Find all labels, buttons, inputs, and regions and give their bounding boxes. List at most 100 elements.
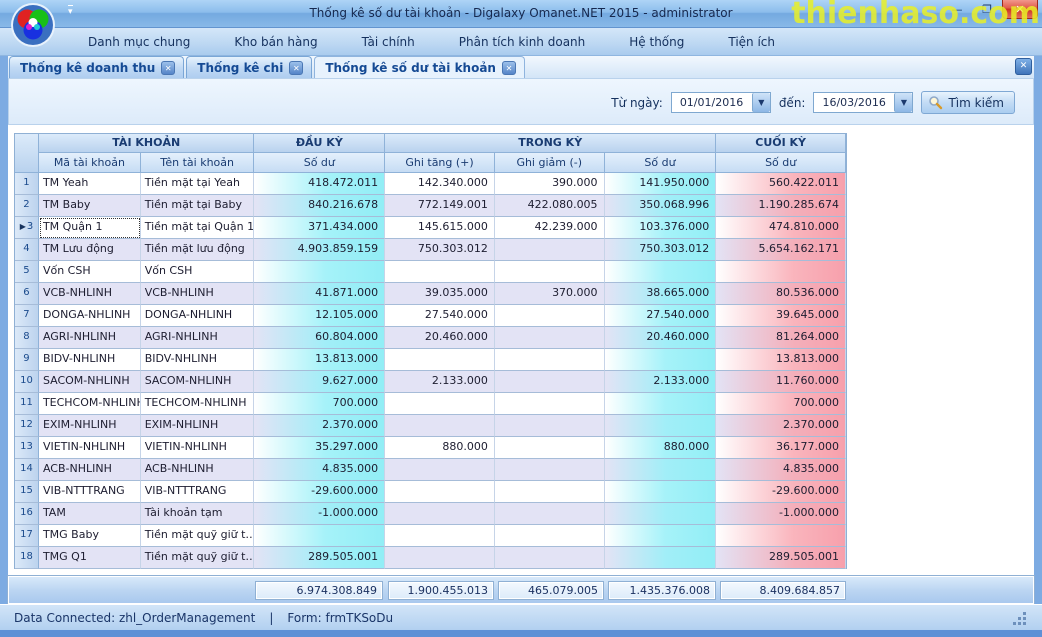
cell-period[interactable]: 350.068.996 [605, 195, 717, 217]
cell-increase[interactable] [385, 393, 495, 415]
cell-code[interactable]: AGRI-NHLINH [39, 327, 141, 349]
cell-period[interactable] [605, 525, 717, 547]
cell-code[interactable]: TM Baby [39, 195, 141, 217]
cell-closing[interactable]: 81.264.000 [716, 327, 846, 349]
cell-increase[interactable]: 772.149.001 [385, 195, 495, 217]
cell-closing[interactable] [716, 525, 846, 547]
cell-period[interactable]: 141.950.000 [605, 173, 717, 195]
cell-code[interactable]: Vốn CSH [39, 261, 141, 283]
cell-closing[interactable]: -29.600.000 [716, 481, 846, 503]
cell-code[interactable]: ACB-NHLINH [39, 459, 141, 481]
cell-increase[interactable] [385, 481, 495, 503]
band-header-closing[interactable]: CUỐI KỲ [716, 134, 846, 153]
cell-opening[interactable]: 289.505.001 [254, 547, 385, 569]
cell-decrease[interactable] [495, 547, 605, 569]
cell-closing[interactable]: 560.422.011 [716, 173, 846, 195]
cell-closing[interactable]: 39.645.000 [716, 305, 846, 327]
cell-opening[interactable]: 41.871.000 [254, 283, 385, 305]
chevron-down-icon[interactable]: ▼ [752, 93, 770, 112]
cell-opening[interactable]: 840.216.678 [254, 195, 385, 217]
cell-num[interactable]: ▶3 [15, 217, 39, 239]
cell-closing[interactable]: 5.654.162.171 [716, 239, 846, 261]
cell-decrease[interactable] [495, 503, 605, 525]
cell-code[interactable]: TAM [39, 503, 141, 525]
cell-name[interactable]: Tiền mặt tại Baby [141, 195, 255, 217]
cell-code[interactable]: TMG Baby [39, 525, 141, 547]
cell-name[interactable]: SACOM-NHLINH [141, 371, 255, 393]
cell-name[interactable]: EXIM-NHLINH [141, 415, 255, 437]
column-header-increase[interactable]: Ghi tăng (+) [385, 153, 495, 173]
close-button[interactable]: ✕ [1002, 0, 1038, 19]
cell-opening[interactable]: 4.835.000 [254, 459, 385, 481]
cell-closing[interactable]: 4.835.000 [716, 459, 846, 481]
menu-item-1[interactable]: Kho bán hàng [234, 35, 317, 49]
cell-increase[interactable]: 20.460.000 [385, 327, 495, 349]
cell-code[interactable]: BIDV-NHLINH [39, 349, 141, 371]
tab-2[interactable]: Thống kê số dư tài khoản✕ [314, 56, 525, 78]
column-header-name[interactable]: Tên tài khoản [141, 153, 255, 173]
cell-increase[interactable] [385, 525, 495, 547]
cell-opening[interactable]: -29.600.000 [254, 481, 385, 503]
cell-name[interactable]: Tiền mặt quỹ giữ t… [141, 547, 255, 569]
cell-closing[interactable]: -1.000.000 [716, 503, 846, 525]
cell-name[interactable]: Tiền mặt tại Quận 1 [141, 217, 255, 239]
cell-period[interactable]: 2.133.000 [605, 371, 717, 393]
cell-num[interactable]: 14 [15, 459, 39, 481]
cell-name[interactable]: VIETIN-NHLINH [141, 437, 255, 459]
cell-period[interactable]: 880.000 [605, 437, 717, 459]
cell-opening[interactable]: 9.627.000 [254, 371, 385, 393]
cell-name[interactable]: ACB-NHLINH [141, 459, 255, 481]
cell-num[interactable]: 17 [15, 525, 39, 547]
cell-period[interactable] [605, 503, 717, 525]
menu-item-0[interactable]: Danh mục chung [88, 35, 190, 49]
cell-num[interactable]: 15 [15, 481, 39, 503]
cell-period[interactable] [605, 349, 717, 371]
cell-closing[interactable]: 13.813.000 [716, 349, 846, 371]
cell-code[interactable]: TM Quận 1 [39, 217, 141, 239]
column-header-closing-balance[interactable]: Số dư [716, 153, 846, 173]
cell-decrease[interactable] [495, 239, 605, 261]
band-header-opening[interactable]: ĐẦU KỲ [254, 134, 385, 153]
cell-decrease[interactable] [495, 371, 605, 393]
cell-opening[interactable]: -1.000.000 [254, 503, 385, 525]
cell-closing[interactable]: 11.760.000 [716, 371, 846, 393]
cell-num[interactable]: 4 [15, 239, 39, 261]
cell-increase[interactable]: 750.303.012 [385, 239, 495, 261]
resize-grip[interactable] [1013, 612, 1028, 627]
cell-closing[interactable]: 1.190.285.674 [716, 195, 846, 217]
cell-code[interactable]: TMG Q1 [39, 547, 141, 569]
maximize-button[interactable]: ❐ [972, 0, 1002, 19]
cell-opening[interactable]: 60.804.000 [254, 327, 385, 349]
cell-closing[interactable]: 700.000 [716, 393, 846, 415]
cell-code[interactable]: SACOM-NHLINH [39, 371, 141, 393]
cell-name[interactable]: DONGA-NHLINH [141, 305, 255, 327]
cell-num[interactable]: 9 [15, 349, 39, 371]
cell-code[interactable]: TM Lưu động [39, 239, 141, 261]
cell-name[interactable]: Tài khoản tạm [141, 503, 255, 525]
cell-num[interactable]: 16 [15, 503, 39, 525]
cell-name[interactable]: Vốn CSH [141, 261, 255, 283]
column-header-decrease[interactable]: Ghi giảm (-) [495, 153, 605, 173]
from-date-value[interactable]: 01/01/2016 [672, 93, 752, 112]
cell-period[interactable]: 38.665.000 [605, 283, 717, 305]
cell-code[interactable]: VCB-NHLINH [39, 283, 141, 305]
cell-increase[interactable]: 39.035.000 [385, 283, 495, 305]
to-date-picker[interactable]: 16/03/2016 ▼ [813, 92, 913, 113]
cell-increase[interactable] [385, 415, 495, 437]
tab-0[interactable]: Thống kê doanh thu✕ [9, 56, 184, 78]
column-header-period-balance[interactable]: Số dư [605, 153, 717, 173]
cell-opening[interactable] [254, 261, 385, 283]
cell-opening[interactable]: 2.370.000 [254, 415, 385, 437]
from-date-picker[interactable]: 01/01/2016 ▼ [671, 92, 771, 113]
menu-item-3[interactable]: Phân tích kinh doanh [459, 35, 586, 49]
cell-code[interactable]: EXIM-NHLINH [39, 415, 141, 437]
cell-opening[interactable]: 700.000 [254, 393, 385, 415]
column-header-code[interactable]: Mã tài khoản [39, 153, 141, 173]
cell-period[interactable]: 27.540.000 [605, 305, 717, 327]
cell-code[interactable]: TM Yeah [39, 173, 141, 195]
cell-period[interactable]: 750.303.012 [605, 239, 717, 261]
cell-code[interactable]: VIETIN-NHLINH [39, 437, 141, 459]
cell-period[interactable] [605, 459, 717, 481]
tab-close-icon[interactable]: ✕ [502, 61, 516, 75]
cell-increase[interactable] [385, 459, 495, 481]
